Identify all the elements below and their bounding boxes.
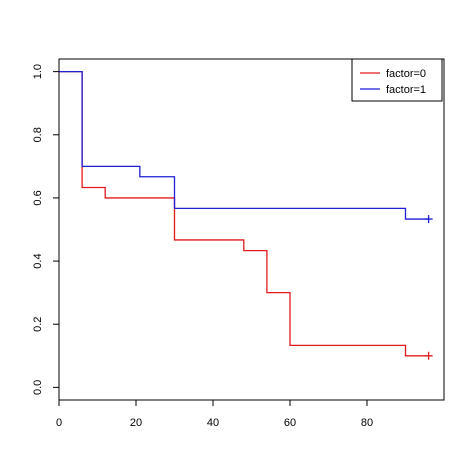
y-tick-label-4: 0.8 xyxy=(32,127,44,142)
censor-mark-1-0 xyxy=(424,215,433,224)
legend-label-1: factor=1 xyxy=(386,84,426,96)
x-tick-label-3: 60 xyxy=(284,417,296,429)
y-tick-label-2: 0.4 xyxy=(32,253,44,268)
legend-label-0: factor=0 xyxy=(386,68,426,80)
plot-frame xyxy=(58,58,445,401)
x-tick-label-2: 40 xyxy=(207,417,219,429)
series-line-1 xyxy=(59,70,429,220)
y-tick-label-0: 0.0 xyxy=(32,380,44,395)
y-tick-label-5: 1.0 xyxy=(32,64,44,79)
censor-mark-0-0 xyxy=(424,351,433,360)
y-tick-label-1: 0.2 xyxy=(32,317,44,332)
legend: factor=0 factor=1 xyxy=(351,58,443,102)
series-line-0 xyxy=(59,70,429,357)
series-layer xyxy=(59,70,433,360)
y-axis: 0.0 0.2 0.4 0.6 0.8 1.0 xyxy=(32,64,59,395)
y-tick-label-3: 0.6 xyxy=(32,190,44,205)
x-tick-label-0: 0 xyxy=(56,417,62,429)
x-axis: 0 20 40 60 80 xyxy=(56,400,373,429)
x-tick-label-4: 80 xyxy=(361,417,373,429)
legend-box xyxy=(351,58,443,102)
x-tick-label-1: 20 xyxy=(130,417,142,429)
